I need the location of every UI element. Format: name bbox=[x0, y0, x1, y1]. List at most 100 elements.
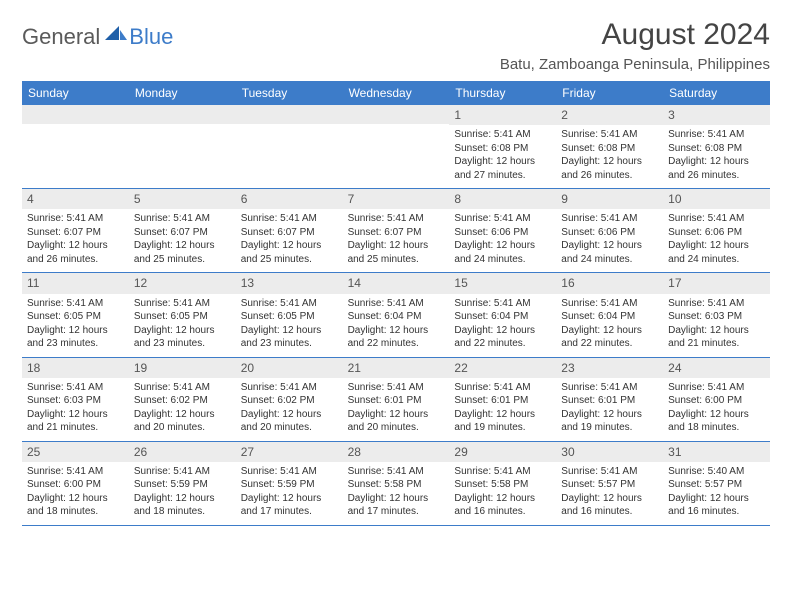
sunrise-text: Sunrise: 5:41 AM bbox=[348, 212, 445, 226]
day-body: Sunrise: 5:41 AMSunset: 6:07 PMDaylight:… bbox=[22, 209, 129, 272]
day-body: Sunrise: 5:41 AMSunset: 6:07 PMDaylight:… bbox=[343, 209, 450, 272]
day-number: 5 bbox=[129, 189, 236, 209]
sunset-text: Sunset: 6:08 PM bbox=[454, 142, 551, 156]
sunset-text: Sunset: 6:07 PM bbox=[27, 226, 124, 240]
day-number: 6 bbox=[236, 189, 343, 209]
sunrise-text: Sunrise: 5:41 AM bbox=[454, 212, 551, 226]
day-cell: 14Sunrise: 5:41 AMSunset: 6:04 PMDayligh… bbox=[343, 273, 450, 356]
header: General Blue August 2024 Batu, Zamboanga… bbox=[22, 18, 770, 73]
sunrise-text: Sunrise: 5:41 AM bbox=[134, 212, 231, 226]
day-cell: 18Sunrise: 5:41 AMSunset: 6:03 PMDayligh… bbox=[22, 358, 129, 441]
day-body: Sunrise: 5:41 AMSunset: 5:57 PMDaylight:… bbox=[556, 462, 663, 525]
daylight-text: Daylight: 12 hours and 16 minutes. bbox=[561, 492, 658, 519]
day-cell: 2Sunrise: 5:41 AMSunset: 6:08 PMDaylight… bbox=[556, 105, 663, 188]
sunset-text: Sunset: 6:02 PM bbox=[241, 394, 338, 408]
daylight-text: Daylight: 12 hours and 19 minutes. bbox=[454, 408, 551, 435]
week-row: 1Sunrise: 5:41 AMSunset: 6:08 PMDaylight… bbox=[22, 105, 770, 189]
daylight-text: Daylight: 12 hours and 26 minutes. bbox=[561, 155, 658, 182]
sunrise-text: Sunrise: 5:41 AM bbox=[348, 465, 445, 479]
day-number bbox=[236, 105, 343, 124]
daylight-text: Daylight: 12 hours and 23 minutes. bbox=[27, 324, 124, 351]
day-number: 18 bbox=[22, 358, 129, 378]
daylight-text: Daylight: 12 hours and 24 minutes. bbox=[561, 239, 658, 266]
weekday-label: Wednesday bbox=[343, 81, 450, 105]
day-body: Sunrise: 5:41 AMSunset: 6:02 PMDaylight:… bbox=[236, 378, 343, 441]
day-cell bbox=[343, 105, 450, 188]
day-cell: 19Sunrise: 5:41 AMSunset: 6:02 PMDayligh… bbox=[129, 358, 236, 441]
sunset-text: Sunset: 6:05 PM bbox=[27, 310, 124, 324]
sunrise-text: Sunrise: 5:41 AM bbox=[27, 381, 124, 395]
day-cell: 20Sunrise: 5:41 AMSunset: 6:02 PMDayligh… bbox=[236, 358, 343, 441]
day-number: 10 bbox=[663, 189, 770, 209]
day-body: Sunrise: 5:40 AMSunset: 5:57 PMDaylight:… bbox=[663, 462, 770, 525]
day-cell: 8Sunrise: 5:41 AMSunset: 6:06 PMDaylight… bbox=[449, 189, 556, 272]
day-body: Sunrise: 5:41 AMSunset: 6:07 PMDaylight:… bbox=[129, 209, 236, 272]
sunrise-text: Sunrise: 5:41 AM bbox=[668, 297, 765, 311]
day-number bbox=[129, 105, 236, 124]
sunset-text: Sunset: 6:02 PM bbox=[134, 394, 231, 408]
day-body: Sunrise: 5:41 AMSunset: 6:04 PMDaylight:… bbox=[343, 294, 450, 357]
sunrise-text: Sunrise: 5:41 AM bbox=[134, 381, 231, 395]
day-cell: 21Sunrise: 5:41 AMSunset: 6:01 PMDayligh… bbox=[343, 358, 450, 441]
day-body: Sunrise: 5:41 AMSunset: 6:08 PMDaylight:… bbox=[449, 125, 556, 188]
weekday-label: Friday bbox=[556, 81, 663, 105]
day-cell: 6Sunrise: 5:41 AMSunset: 6:07 PMDaylight… bbox=[236, 189, 343, 272]
sunset-text: Sunset: 5:57 PM bbox=[668, 478, 765, 492]
sunset-text: Sunset: 6:04 PM bbox=[561, 310, 658, 324]
month-title: August 2024 bbox=[500, 18, 770, 52]
sunset-text: Sunset: 5:59 PM bbox=[134, 478, 231, 492]
weekday-header-row: Sunday Monday Tuesday Wednesday Thursday… bbox=[22, 81, 770, 105]
day-cell: 10Sunrise: 5:41 AMSunset: 6:06 PMDayligh… bbox=[663, 189, 770, 272]
daylight-text: Daylight: 12 hours and 21 minutes. bbox=[668, 324, 765, 351]
daylight-text: Daylight: 12 hours and 16 minutes. bbox=[668, 492, 765, 519]
sunrise-text: Sunrise: 5:41 AM bbox=[454, 128, 551, 142]
sunset-text: Sunset: 6:05 PM bbox=[241, 310, 338, 324]
day-body: Sunrise: 5:41 AMSunset: 6:03 PMDaylight:… bbox=[663, 294, 770, 357]
daylight-text: Daylight: 12 hours and 26 minutes. bbox=[27, 239, 124, 266]
daylight-text: Daylight: 12 hours and 23 minutes. bbox=[241, 324, 338, 351]
day-body: Sunrise: 5:41 AMSunset: 6:06 PMDaylight:… bbox=[663, 209, 770, 272]
week-row: 4Sunrise: 5:41 AMSunset: 6:07 PMDaylight… bbox=[22, 189, 770, 273]
calendar: Sunday Monday Tuesday Wednesday Thursday… bbox=[22, 81, 770, 526]
sunset-text: Sunset: 6:06 PM bbox=[561, 226, 658, 240]
day-body: Sunrise: 5:41 AMSunset: 6:04 PMDaylight:… bbox=[449, 294, 556, 357]
day-body: Sunrise: 5:41 AMSunset: 6:05 PMDaylight:… bbox=[129, 294, 236, 357]
day-number: 13 bbox=[236, 273, 343, 293]
day-body: Sunrise: 5:41 AMSunset: 6:00 PMDaylight:… bbox=[22, 462, 129, 525]
day-number: 12 bbox=[129, 273, 236, 293]
daylight-text: Daylight: 12 hours and 18 minutes. bbox=[668, 408, 765, 435]
sunrise-text: Sunrise: 5:41 AM bbox=[668, 128, 765, 142]
weekday-label: Saturday bbox=[663, 81, 770, 105]
day-number: 23 bbox=[556, 358, 663, 378]
sunset-text: Sunset: 6:08 PM bbox=[668, 142, 765, 156]
sunset-text: Sunset: 5:58 PM bbox=[348, 478, 445, 492]
sunrise-text: Sunrise: 5:41 AM bbox=[561, 212, 658, 226]
sunrise-text: Sunrise: 5:41 AM bbox=[241, 465, 338, 479]
day-body: Sunrise: 5:41 AMSunset: 6:01 PMDaylight:… bbox=[449, 378, 556, 441]
sunrise-text: Sunrise: 5:41 AM bbox=[561, 381, 658, 395]
daylight-text: Daylight: 12 hours and 21 minutes. bbox=[27, 408, 124, 435]
day-number: 21 bbox=[343, 358, 450, 378]
day-cell: 13Sunrise: 5:41 AMSunset: 6:05 PMDayligh… bbox=[236, 273, 343, 356]
title-block: August 2024 Batu, Zamboanga Peninsula, P… bbox=[500, 18, 770, 73]
day-body: Sunrise: 5:41 AMSunset: 6:03 PMDaylight:… bbox=[22, 378, 129, 441]
sunrise-text: Sunrise: 5:41 AM bbox=[27, 465, 124, 479]
daylight-text: Daylight: 12 hours and 22 minutes. bbox=[561, 324, 658, 351]
sunset-text: Sunset: 6:06 PM bbox=[454, 226, 551, 240]
daylight-text: Daylight: 12 hours and 20 minutes. bbox=[348, 408, 445, 435]
sunset-text: Sunset: 6:07 PM bbox=[134, 226, 231, 240]
logo-text-blue: Blue bbox=[129, 24, 173, 50]
day-body: Sunrise: 5:41 AMSunset: 5:58 PMDaylight:… bbox=[449, 462, 556, 525]
daylight-text: Daylight: 12 hours and 20 minutes. bbox=[241, 408, 338, 435]
sunrise-text: Sunrise: 5:41 AM bbox=[27, 297, 124, 311]
day-body: Sunrise: 5:41 AMSunset: 5:58 PMDaylight:… bbox=[343, 462, 450, 525]
day-cell: 24Sunrise: 5:41 AMSunset: 6:00 PMDayligh… bbox=[663, 358, 770, 441]
day-number: 27 bbox=[236, 442, 343, 462]
sunset-text: Sunset: 6:04 PM bbox=[348, 310, 445, 324]
sunset-text: Sunset: 6:05 PM bbox=[134, 310, 231, 324]
sunrise-text: Sunrise: 5:41 AM bbox=[454, 465, 551, 479]
day-number: 31 bbox=[663, 442, 770, 462]
location-text: Batu, Zamboanga Peninsula, Philippines bbox=[500, 56, 770, 73]
sunset-text: Sunset: 6:01 PM bbox=[561, 394, 658, 408]
weeks-container: 1Sunrise: 5:41 AMSunset: 6:08 PMDaylight… bbox=[22, 105, 770, 526]
